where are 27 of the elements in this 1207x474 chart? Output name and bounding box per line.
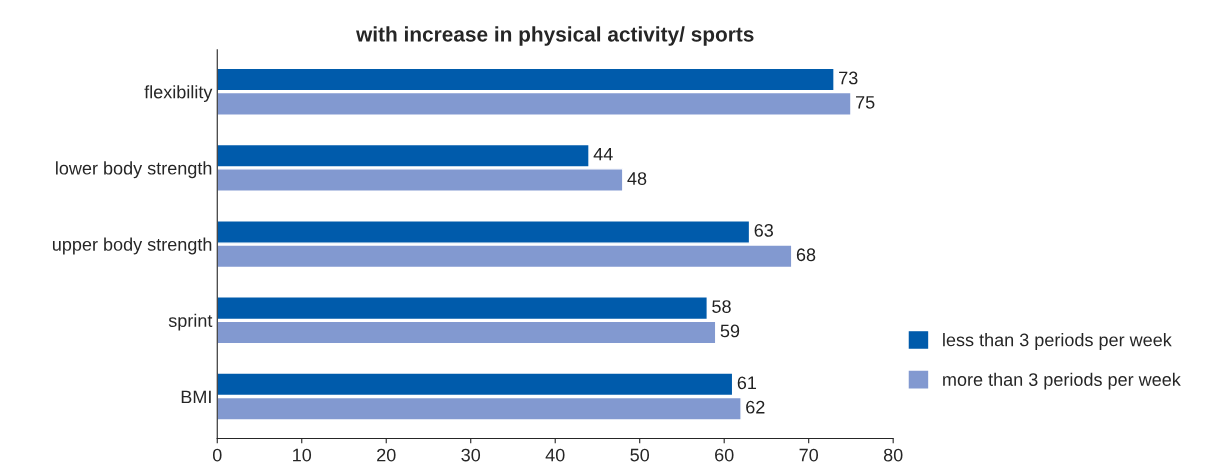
x-tick-label: 50	[630, 448, 650, 462]
y-tick-label: upper body strength	[52, 237, 212, 255]
data-label: 61	[737, 376, 757, 390]
x-tick-label: 60	[715, 448, 734, 462]
data-label: 62	[746, 400, 765, 414]
data-label: 68	[796, 248, 816, 262]
data-label: 63	[754, 223, 773, 237]
y-tick-label: BMI	[181, 390, 211, 404]
y-tick-label: flexibility	[144, 85, 213, 102]
x-tick-label: 10	[293, 448, 312, 462]
x-tick-label: 20	[377, 448, 396, 462]
data-label: 59	[720, 324, 740, 338]
legend-label: more than 3 periods per week	[943, 372, 1181, 390]
data-label: 44	[593, 147, 613, 161]
x-tick-label: 80	[883, 448, 903, 462]
data-label: 48	[627, 172, 647, 185]
legend-label: less than 3 periods per week	[943, 333, 1172, 350]
data-label: 58	[712, 300, 731, 313]
y-tick-label: lower body strength	[56, 161, 212, 179]
data-label: 75	[856, 96, 875, 109]
x-tick-label: 70	[799, 448, 819, 462]
x-tick-label: 40	[545, 448, 565, 462]
data-label: 73	[839, 71, 858, 85]
x-tick-label: 0	[212, 448, 222, 462]
x-tick-label: 30	[461, 448, 481, 462]
y-tick-label: sprint	[168, 313, 213, 331]
chart-title: with increase in physical activity/ sports	[356, 26, 754, 46]
